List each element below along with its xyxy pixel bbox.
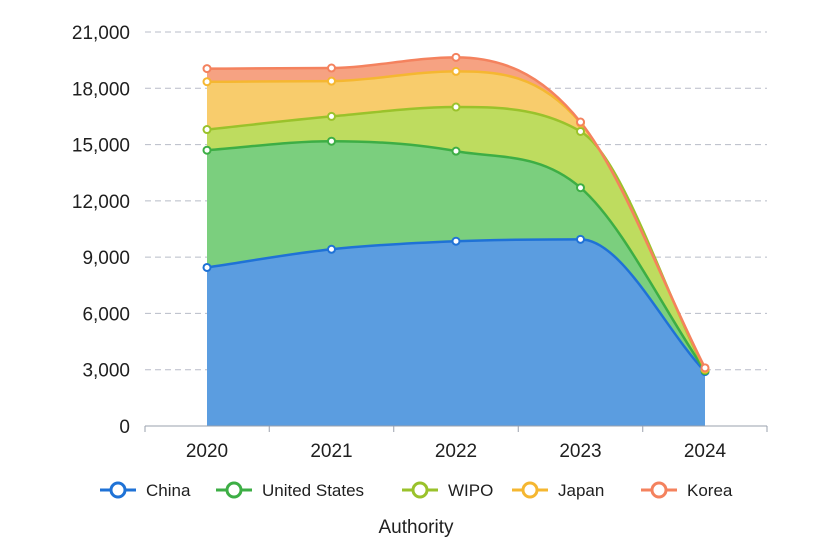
- point-united-states[interactable]: [453, 148, 460, 155]
- x-tick-label: 2022: [435, 441, 477, 462]
- x-axis: 2020 2021 2022 2023 2024: [145, 426, 767, 462]
- point-wipo[interactable]: [204, 126, 211, 133]
- point-wipo[interactable]: [577, 128, 584, 135]
- x-tick-label: 2020: [186, 441, 228, 462]
- legend-marker-icon: [413, 483, 427, 497]
- point-wipo[interactable]: [453, 104, 460, 111]
- point-united-states[interactable]: [577, 184, 584, 191]
- point-korea[interactable]: [453, 54, 460, 61]
- point-japan[interactable]: [328, 78, 335, 85]
- legend-marker-icon: [111, 483, 125, 497]
- point-china[interactable]: [577, 236, 584, 243]
- legend-label: United States: [262, 481, 364, 500]
- point-china[interactable]: [328, 246, 335, 253]
- y-tick-label: 12,000: [72, 192, 130, 213]
- legend-label: Korea: [687, 481, 733, 500]
- legend-label: Japan: [558, 481, 604, 500]
- x-tick-label: 2024: [684, 441, 727, 462]
- legend-marker-icon: [227, 483, 241, 497]
- legend: China United States WIPO Japan Korea: [100, 481, 733, 500]
- legend-item-united-states[interactable]: United States: [216, 481, 364, 500]
- y-tick-label: 9,000: [82, 248, 130, 269]
- point-korea[interactable]: [204, 65, 211, 72]
- legend-label: WIPO: [448, 481, 493, 500]
- chart-svg: 0 3,000 6,000 9,000 12,000 15,000 18,000 21,000…: [0, 0, 832, 558]
- y-tick-label: 18,000: [72, 79, 130, 100]
- point-china[interactable]: [204, 264, 211, 271]
- point-korea[interactable]: [577, 119, 584, 126]
- point-korea[interactable]: [328, 65, 335, 72]
- y-axis: 0 3,000 6,000 9,000 12,000 15,000 18,000 21,000: [72, 23, 130, 438]
- legend-item-japan[interactable]: Japan: [512, 481, 604, 500]
- y-tick-label: 0: [119, 417, 130, 438]
- legend-label: China: [146, 481, 191, 500]
- y-tick-label: 6,000: [82, 304, 130, 325]
- legend-marker-icon: [523, 483, 537, 497]
- point-japan[interactable]: [453, 68, 460, 75]
- y-tick-label: 15,000: [72, 136, 130, 157]
- point-korea[interactable]: [702, 364, 709, 371]
- legend-item-wipo[interactable]: WIPO: [402, 481, 493, 500]
- chart: 0 3,000 6,000 9,000 12,000 15,000 18,000 21,000…: [0, 0, 832, 558]
- x-tick-label: 2023: [559, 441, 601, 462]
- x-axis-title: Authority: [379, 517, 454, 538]
- point-wipo[interactable]: [328, 113, 335, 120]
- point-china[interactable]: [453, 238, 460, 245]
- point-united-states[interactable]: [204, 147, 211, 154]
- point-japan[interactable]: [204, 78, 211, 85]
- legend-item-korea[interactable]: Korea: [641, 481, 733, 500]
- legend-marker-icon: [652, 483, 666, 497]
- y-tick-label: 3,000: [82, 361, 130, 382]
- x-tick-label: 2021: [310, 441, 352, 462]
- legend-item-china[interactable]: China: [100, 481, 191, 500]
- point-united-states[interactable]: [328, 138, 335, 145]
- y-tick-label: 21,000: [72, 23, 130, 44]
